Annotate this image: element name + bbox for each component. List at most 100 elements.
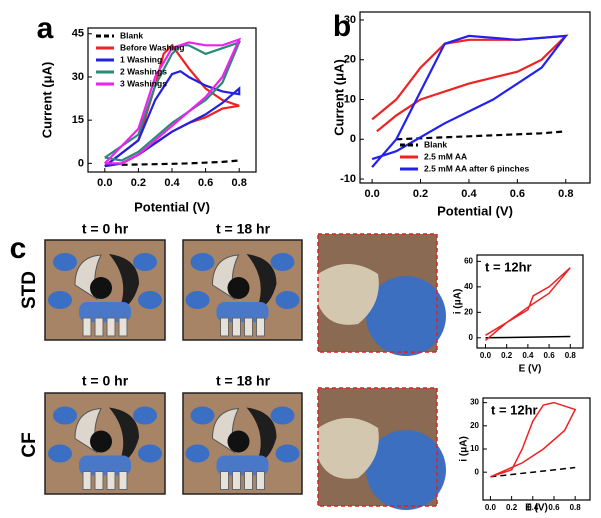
x-tick-label: 0.0 xyxy=(485,503,497,512)
electrode-pad xyxy=(48,444,72,463)
y-axis-label: Current (μA) xyxy=(39,62,54,139)
series-line xyxy=(104,40,242,162)
x-tick-label: 0.4 xyxy=(522,351,534,360)
lead xyxy=(94,317,104,337)
electrode-pad xyxy=(275,291,300,309)
lead xyxy=(118,317,128,337)
row-label: CF xyxy=(19,432,40,457)
zoom-blob xyxy=(366,276,446,356)
lead xyxy=(256,317,265,337)
y-axis-label: Current (μA) xyxy=(331,59,346,136)
time-label: t = 0 hr xyxy=(82,373,129,389)
x-tick-label: 0.2 xyxy=(413,188,428,200)
y-tick-label: 20 xyxy=(470,421,479,430)
series-line xyxy=(490,466,576,478)
electrode-pad xyxy=(79,302,131,322)
series-line xyxy=(104,37,242,165)
legend-label: 2.5 mM AA after 6 pinches xyxy=(424,163,529,173)
x-axis-label: Potential (V) xyxy=(437,203,513,218)
lead xyxy=(244,471,253,490)
x-tick-label: 0.4 xyxy=(461,188,477,200)
electrode-pad xyxy=(190,253,215,271)
panel-label: b xyxy=(333,10,351,43)
y-tick-label: 60 xyxy=(464,256,473,265)
electrode-pad xyxy=(133,253,157,271)
y-tick-label: 30 xyxy=(470,398,479,407)
x-tick-label: 0.2 xyxy=(501,351,513,360)
x-tick-label: 0.2 xyxy=(131,177,146,189)
zoom-blob xyxy=(318,418,379,479)
electrode-pad xyxy=(53,253,77,271)
y-tick-label: 20 xyxy=(464,307,473,316)
x-tick-label: 0.4 xyxy=(527,503,539,512)
plot-frame xyxy=(359,11,591,184)
y-tick-label: 30 xyxy=(344,14,356,26)
zoom-blob xyxy=(318,264,379,325)
legend-label: 1 Washing xyxy=(120,54,162,64)
lead xyxy=(118,471,128,490)
electrode xyxy=(90,430,112,453)
x-tick-label: 0.6 xyxy=(544,351,556,360)
electrode-pad xyxy=(185,444,210,463)
x-axis-label: E (V) xyxy=(519,364,542,375)
electrode-pad xyxy=(48,291,72,309)
series-line xyxy=(371,34,569,133)
series-line xyxy=(485,267,571,341)
electrode-pad xyxy=(190,406,215,425)
x-tick-label: 0.8 xyxy=(570,503,582,512)
x-tick-label: 0.2 xyxy=(506,503,518,512)
x-tick-label: 0.8 xyxy=(565,351,577,360)
series-line xyxy=(371,34,569,168)
x-axis-label: E (V) xyxy=(525,503,548,514)
series-line xyxy=(121,159,240,166)
x-tick-label: 0.6 xyxy=(198,177,213,189)
y-tick-label: 10 xyxy=(344,93,356,105)
electrode-pad xyxy=(275,444,300,463)
electrode-pad xyxy=(138,444,162,463)
chart-title: t = 12hr xyxy=(491,402,538,417)
series-line xyxy=(396,130,566,141)
y-tick-label: -10 xyxy=(340,173,356,185)
plot-frame xyxy=(476,254,584,349)
zoom-border xyxy=(317,387,438,507)
electrode-pad xyxy=(185,291,210,309)
panel-label: a xyxy=(37,12,54,45)
time-label: t = 18 hr xyxy=(216,221,271,237)
y-tick-label: 20 xyxy=(344,54,356,66)
time-label: t = 18 hr xyxy=(216,373,271,389)
zoom-border xyxy=(317,233,438,353)
x-tick-label: 0.0 xyxy=(97,177,112,189)
lead xyxy=(256,471,265,490)
y-tick-label: 15 xyxy=(72,114,84,126)
legend-label: Before Washing xyxy=(120,42,184,52)
electrode-pad xyxy=(133,406,157,425)
legend-label: 3 Washings xyxy=(120,78,167,88)
lead xyxy=(82,317,92,337)
y-tick-label: 0 xyxy=(78,157,84,169)
electrode xyxy=(109,254,139,310)
electrode xyxy=(246,254,277,310)
x-tick-label: 0.0 xyxy=(364,188,379,200)
y-tick-label: 0 xyxy=(469,333,474,342)
chart-title: t = 12hr xyxy=(485,259,532,274)
lead xyxy=(232,317,241,337)
electrode xyxy=(109,407,139,464)
lead xyxy=(106,471,116,490)
lead xyxy=(106,317,116,337)
electrode-pad xyxy=(270,406,295,425)
electrode-pad xyxy=(216,455,269,476)
y-axis-label: i (μA) xyxy=(459,436,470,462)
y-tick-label: 0 xyxy=(475,467,480,476)
legend-label: 2.5 mM AA xyxy=(424,151,467,161)
time-label: t = 0 hr xyxy=(82,221,129,237)
x-tick-label: 0.0 xyxy=(480,351,492,360)
lead xyxy=(82,471,92,490)
x-tick-label: 0.4 xyxy=(164,177,180,189)
electrode-pad xyxy=(216,302,269,322)
electrode xyxy=(227,430,250,453)
x-tick-label: 0.8 xyxy=(558,188,573,200)
legend-label: Blank xyxy=(424,139,447,149)
y-tick-label: 10 xyxy=(470,444,479,453)
legend-label: Blank xyxy=(120,30,143,40)
